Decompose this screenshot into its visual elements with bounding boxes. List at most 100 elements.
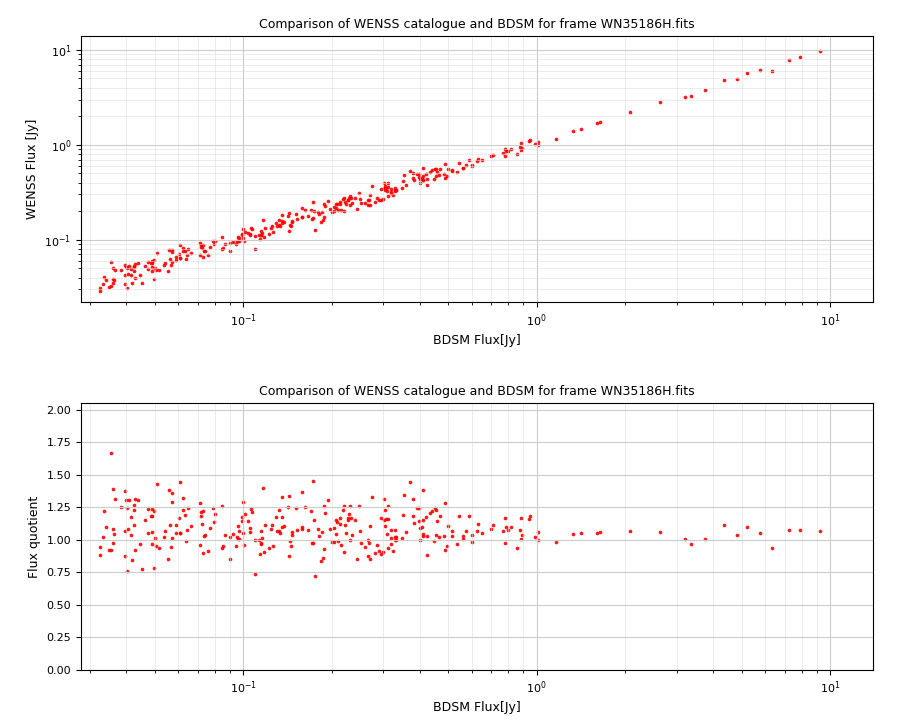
Point [274,521,289,533]
Y-axis label: Flux quotient: Flux quotient [28,495,41,577]
X-axis label: BDSM Flux[Jy]: BDSM Flux[Jy] [433,701,521,714]
Point [387,182,401,194]
Point [406,510,420,522]
Point [232,235,247,247]
Point [407,174,421,185]
Point [813,525,827,536]
Point [441,521,455,532]
Point [370,193,384,204]
Point [162,485,176,496]
Point [394,182,409,194]
Point [385,545,400,557]
Point [181,503,195,514]
Point [248,230,263,242]
Point [264,222,278,233]
Point [295,211,310,222]
Point [455,530,470,541]
Point [238,508,252,520]
Point [419,530,434,541]
Point [230,232,245,243]
Point [327,536,341,548]
Point [459,526,473,537]
Point [164,541,178,552]
Point [341,194,356,206]
Point [341,515,356,526]
Point [384,524,399,536]
Point [173,253,187,264]
Point [179,249,194,261]
Point [218,530,232,541]
Point [195,252,210,264]
Point [406,493,420,505]
Point [566,528,580,539]
Point [433,510,447,522]
Point [198,529,212,541]
Point [378,184,392,196]
Point [327,522,341,534]
Point [407,518,421,529]
Point [242,526,256,538]
Point [427,173,441,184]
Point [352,500,366,512]
Point [120,263,134,274]
Point [268,511,283,523]
Point [381,178,395,189]
Point [765,66,779,77]
Point [813,45,827,56]
Point [237,235,251,247]
Point [475,528,490,539]
Point [255,532,269,544]
Point [377,177,392,189]
Point [145,255,159,266]
Point [157,258,171,270]
Point [416,514,430,526]
Point [328,202,343,214]
Point [380,186,394,197]
Point [289,502,303,513]
Point [385,189,400,201]
Point [436,530,451,541]
Point [176,242,191,253]
Point [253,233,267,245]
Point [450,166,464,178]
Point [152,542,166,554]
Point [590,528,604,539]
Point [419,174,434,185]
Point [147,562,161,574]
Point [432,170,446,181]
Point [370,540,384,552]
Point [357,197,372,209]
Point [363,189,377,200]
Point [498,537,512,549]
Point [128,544,142,556]
Point [284,219,298,230]
Point [194,506,208,518]
Point [456,163,471,174]
Point [334,539,348,551]
Point [338,527,353,539]
Point [429,170,444,181]
Point [716,74,731,86]
Point [161,554,176,565]
Point [269,220,284,232]
Point [406,168,420,179]
Point [338,205,352,217]
Point [383,538,398,549]
Point [342,192,356,204]
Point [126,260,140,271]
Point [729,73,743,84]
Point [96,271,111,282]
Point [232,526,247,537]
Point [343,199,357,211]
Point [499,521,513,533]
Point [166,246,180,258]
Point [254,539,268,550]
Point [740,521,754,533]
Point [285,217,300,228]
Point [243,522,257,534]
Title: Comparison of WENSS catalogue and BDSM for frame WN35186H.fits: Comparison of WENSS catalogue and BDSM f… [259,385,695,398]
Point [230,533,245,544]
Point [338,500,352,512]
Point [194,510,208,521]
Point [119,261,133,273]
